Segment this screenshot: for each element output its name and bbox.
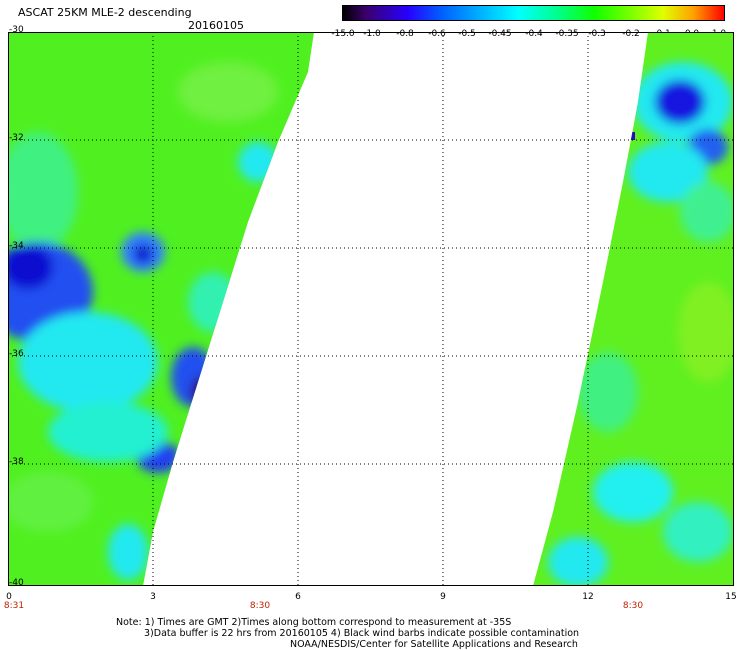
colorbar-tick: -0.3: [588, 29, 606, 39]
footnote-line: NOAA/NESDIS/Center for Satellite Applica…: [290, 639, 578, 650]
map-date: 20160105: [188, 19, 244, 32]
colorbar-tick: -0.8: [396, 29, 414, 39]
colorbar-tick: -0.5: [458, 29, 476, 39]
longitude-label: 9: [440, 592, 446, 602]
colorbar-tick: -0.4: [525, 29, 543, 39]
longitude-label: 12: [582, 592, 594, 602]
swath-map: [8, 32, 734, 586]
time-label: 8:31: [3, 601, 25, 611]
right-swath: [533, 32, 734, 586]
left-swath: [8, 32, 314, 586]
colorbar-tick: -0.6: [428, 29, 446, 39]
latitude-label: -36: [9, 349, 24, 359]
map-frame: [8, 32, 734, 586]
footnote-line: Note: 1) Times are GMT 2)Times along bot…: [116, 617, 512, 628]
latitude-label: -34: [9, 241, 24, 251]
longitude-label: 0: [6, 592, 12, 602]
color-scale-bar: [342, 5, 725, 21]
longitude-label: 6: [295, 592, 301, 602]
colorbar-tick: -15.0: [331, 29, 355, 39]
time-label: 8:30: [622, 601, 644, 611]
longitude-label: 3: [150, 592, 156, 602]
longitude-label: 15: [725, 592, 737, 602]
colorbar-tick: -0.35: [555, 29, 579, 39]
map-title: ASCAT 25KM MLE-2 descending: [18, 6, 192, 19]
colorbar-tick: -0.45: [488, 29, 512, 39]
latitude-label: -32: [9, 133, 24, 143]
latitude-label: -30: [9, 25, 24, 35]
time-label: 8:30: [249, 601, 271, 611]
latitude-label: -38: [9, 457, 24, 467]
colorbar-tick: -1.0: [363, 29, 381, 39]
colorbar-tick: -0.2: [622, 29, 640, 39]
footnote-line: 3)Data buffer is 22 hrs from 20160105 4)…: [144, 628, 580, 639]
latitude-label: -40: [9, 578, 24, 588]
map-graticule: [8, 32, 734, 586]
